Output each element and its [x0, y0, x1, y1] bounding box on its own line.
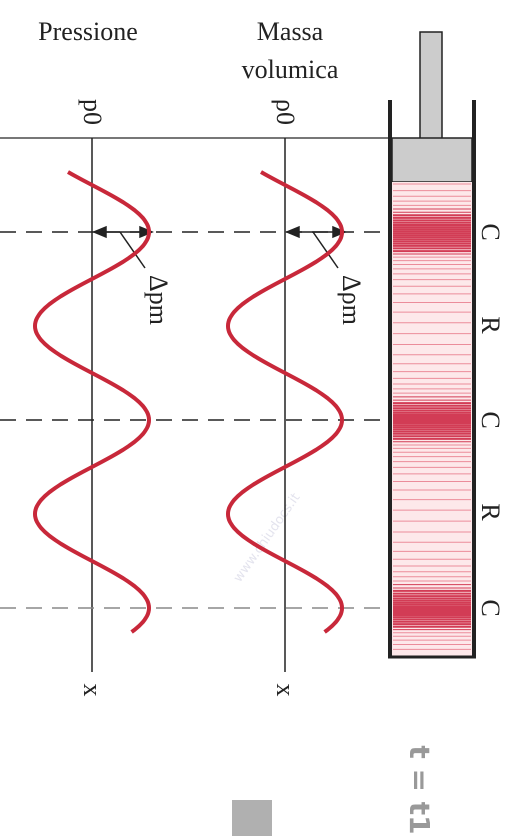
region-label: C — [476, 411, 505, 428]
leader — [119, 231, 146, 269]
region-label: C — [476, 599, 505, 616]
square — [232, 800, 272, 836]
region-label: R — [476, 316, 505, 334]
density-title: volumica — [242, 55, 339, 84]
leader — [312, 231, 339, 269]
amplitude-label: Δpm — [144, 275, 173, 325]
density-wave — [225, 170, 345, 634]
density-origin: ρ0 — [271, 99, 300, 125]
pressure-origin: p0 — [78, 99, 107, 125]
arrow-head — [92, 225, 154, 239]
pressure-title: Pressione — [38, 17, 138, 46]
pressure-wave — [32, 170, 152, 634]
amplitude-label: Δρm — [337, 275, 366, 325]
axis-label: x — [271, 684, 300, 697]
time-label: t = t1 — [403, 745, 436, 834]
density-title: Massa — [257, 17, 324, 46]
cylinder — [388, 31, 476, 659]
watermark: www.chiudocs.it — [231, 491, 304, 586]
arrow-head — [285, 225, 347, 239]
region-label: C — [476, 223, 505, 240]
region-label: R — [476, 503, 505, 521]
axis-label: x — [78, 684, 107, 697]
